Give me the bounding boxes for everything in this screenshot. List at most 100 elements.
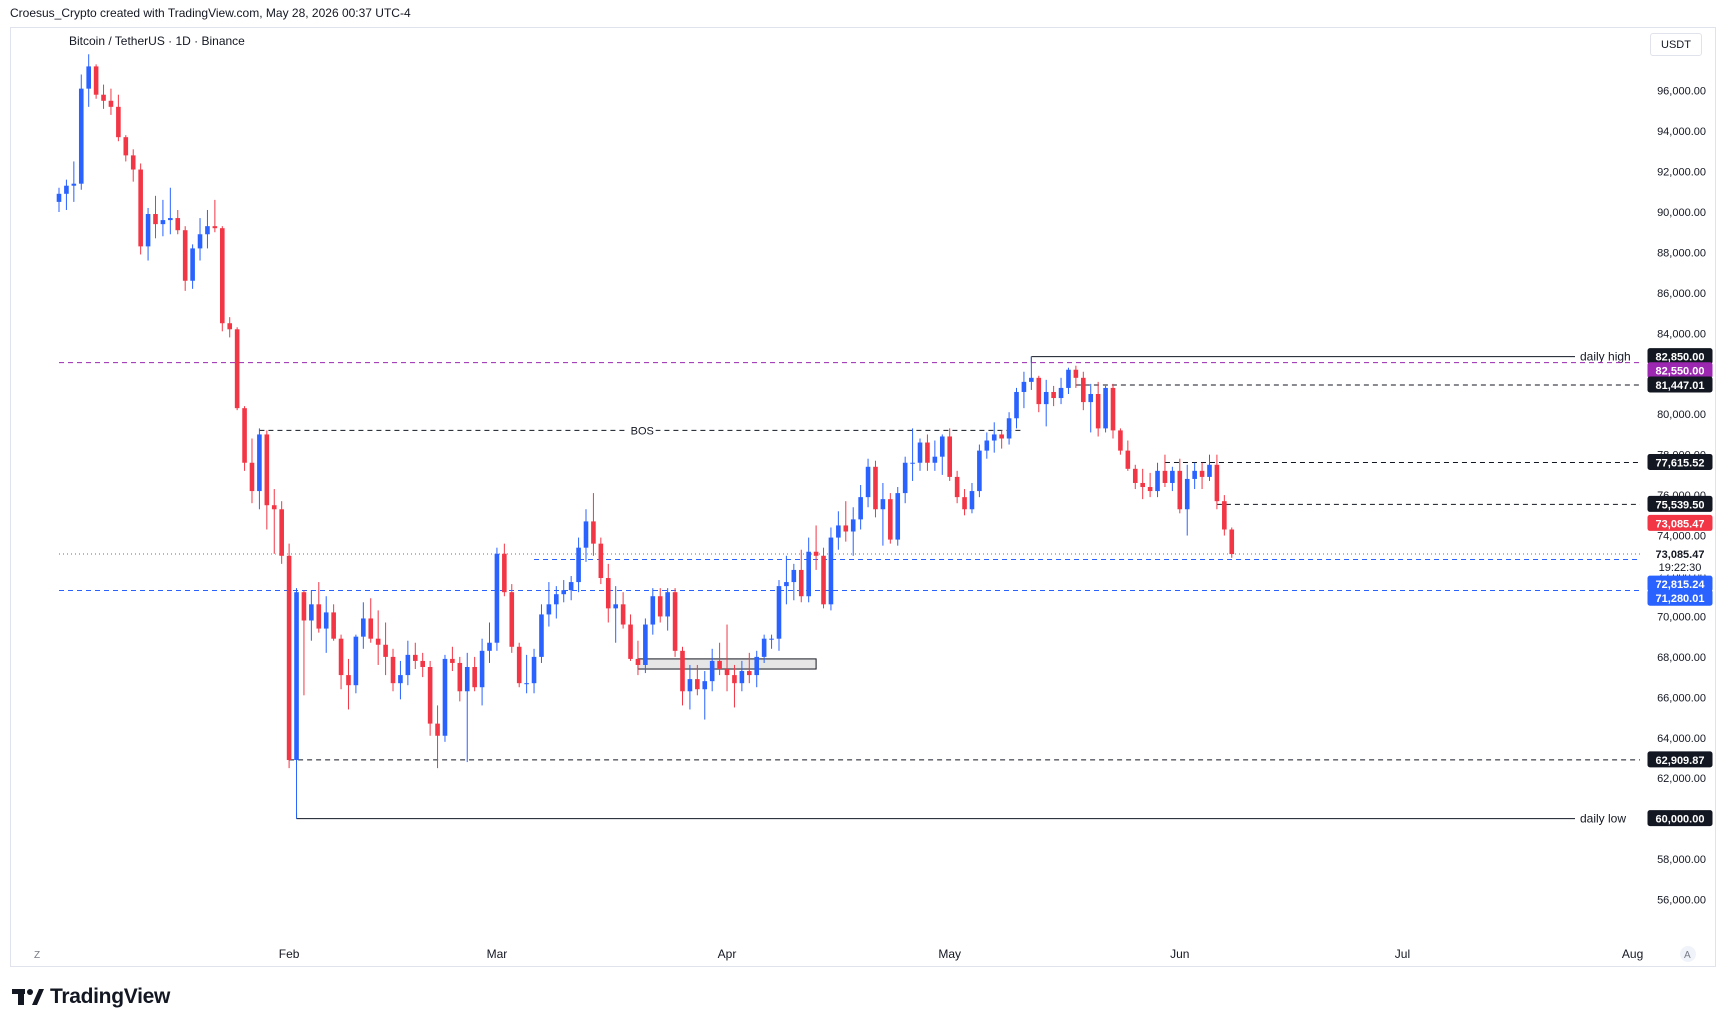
candle[interactable] [724,624,730,692]
candle[interactable] [873,460,878,518]
candle[interactable] [398,660,403,700]
candle[interactable] [1021,371,1027,409]
candle[interactable] [1118,428,1123,455]
candle[interactable] [702,671,708,720]
candle[interactable] [991,422,997,453]
candle[interactable] [962,489,967,516]
candle[interactable] [977,444,982,498]
candle[interactable] [1207,454,1212,481]
candle[interactable] [798,549,804,603]
candle[interactable] [86,54,91,107]
candle[interactable] [836,511,841,550]
candle[interactable] [294,588,299,819]
candle[interactable] [628,614,633,661]
candle[interactable] [591,493,596,556]
candle[interactable] [1222,495,1227,536]
candle[interactable] [64,179,69,210]
candle[interactable] [1170,466,1175,492]
candle[interactable] [494,547,500,651]
candle[interactable] [687,664,693,710]
candle[interactable] [568,576,574,601]
candle[interactable] [635,640,641,676]
candle[interactable] [93,64,99,99]
candle[interactable] [761,634,767,663]
candle[interactable] [368,598,374,643]
candle[interactable] [123,135,129,162]
candle[interactable] [279,501,284,564]
candle[interactable] [464,652,470,763]
candle[interactable] [746,652,752,684]
candle[interactable] [116,94,121,142]
candle[interactable] [1006,412,1012,445]
candle[interactable] [450,646,455,672]
candle[interactable] [598,537,604,585]
candle[interactable] [524,654,529,694]
candle[interactable] [472,656,477,692]
candle[interactable] [784,555,789,605]
candle[interactable] [479,638,485,706]
candle[interactable] [427,660,433,736]
candle[interactable] [1162,454,1168,488]
candle[interactable] [843,501,849,542]
tradingview-logo[interactable]: TradingView [12,985,170,1009]
candle[interactable] [1088,383,1094,433]
candle[interactable] [791,563,797,601]
candle[interactable] [383,622,388,676]
candle[interactable] [947,428,953,481]
candle[interactable] [806,537,811,603]
candle[interactable] [680,646,685,706]
candle[interactable] [130,149,136,182]
candle[interactable] [249,438,255,504]
candle[interactable] [353,634,359,694]
candle[interactable] [1066,367,1071,394]
candle[interactable] [1177,458,1183,514]
candle[interactable] [1140,468,1145,500]
candle[interactable] [234,327,240,411]
candle[interactable] [1103,385,1108,433]
candle[interactable] [605,563,611,623]
candle[interactable] [160,199,166,237]
candle[interactable] [420,652,426,678]
candle[interactable] [650,588,656,635]
candle[interactable] [56,187,62,212]
candle[interactable] [821,547,826,609]
timezone-icon[interactable]: Z [34,950,40,961]
candle[interactable] [1051,385,1056,407]
currency-button[interactable]: USDT [1650,33,1702,56]
candle[interactable] [895,487,901,546]
candle[interactable] [1125,440,1131,471]
candle[interactable] [1036,375,1042,413]
candle[interactable] [435,705,440,769]
candle[interactable] [1147,472,1153,498]
candle[interactable] [754,650,760,688]
candle[interactable] [561,580,567,603]
candle[interactable] [509,584,515,653]
candle[interactable] [346,658,351,710]
candle[interactable] [546,582,552,627]
candle[interactable] [316,582,322,633]
candle[interactable] [457,656,463,702]
candle[interactable] [375,610,381,665]
candle[interactable] [361,602,366,649]
candle[interactable] [338,634,344,690]
candle[interactable] [182,226,188,291]
candle[interactable] [672,588,678,657]
candle[interactable] [984,432,990,459]
candle[interactable] [1214,454,1220,510]
candle[interactable] [502,543,507,597]
candle[interactable] [1014,387,1019,429]
candle[interactable] [858,485,863,530]
candle[interactable] [739,660,745,692]
candle[interactable] [257,428,262,510]
candle[interactable] [1192,462,1197,490]
candle[interactable] [190,244,195,289]
candle[interactable] [902,456,908,504]
candle[interactable] [264,430,270,530]
candle[interactable] [917,438,923,471]
candle[interactable] [197,218,203,261]
candle[interactable] [769,634,774,649]
candle[interactable] [1058,377,1064,405]
candle[interactable] [1029,356,1034,390]
candle[interactable] [954,470,960,504]
candle[interactable] [732,664,737,708]
